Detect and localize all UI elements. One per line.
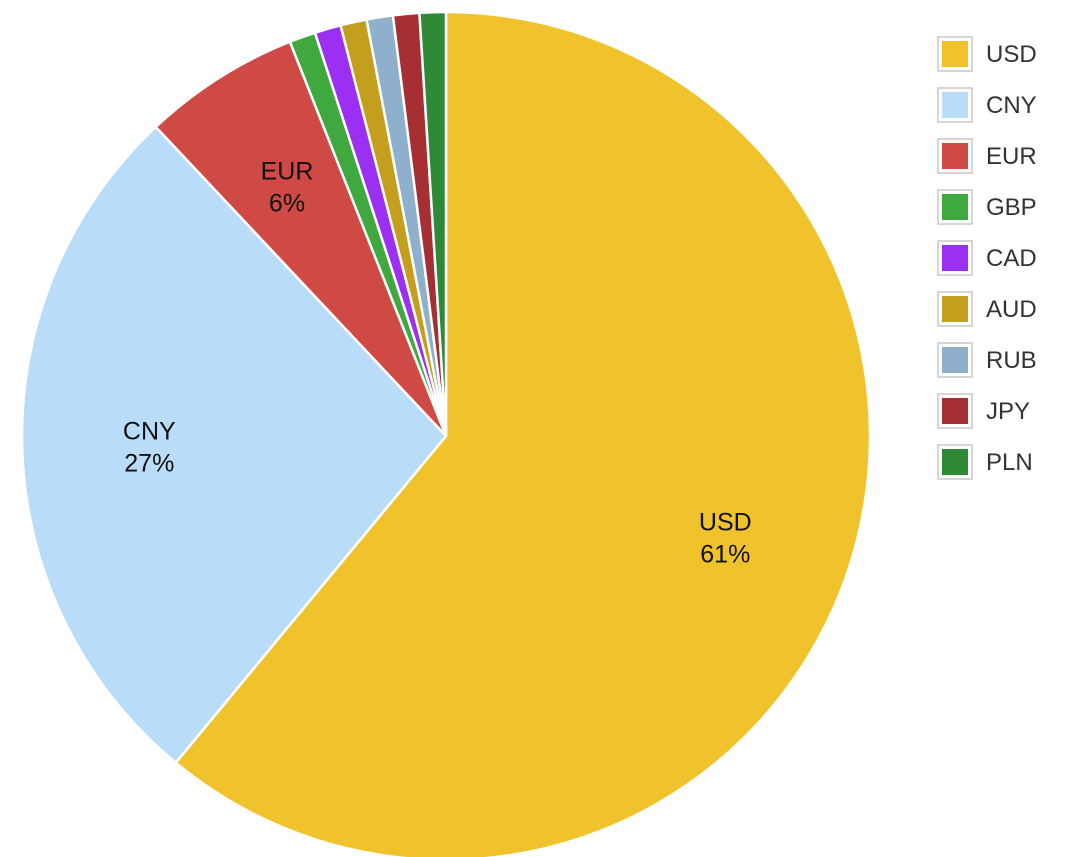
legend-swatch-eur: [942, 143, 968, 169]
legend-swatch-gbp: [942, 194, 968, 220]
legend-item-gbp[interactable]: GBP: [937, 189, 1037, 225]
pie-slice-eur[interactable]: [154, 40, 448, 438]
legend-label-eur: EUR: [986, 143, 1037, 170]
data-label-usd: USD 61%: [699, 509, 752, 569]
legend-item-rub[interactable]: RUB: [937, 342, 1037, 378]
legend-label-rub: RUB: [986, 347, 1037, 374]
pie-data-labels: USD 61% CNY 27% EUR 6%: [123, 157, 752, 568]
legend-label-pln: PLN: [986, 449, 1033, 476]
data-label-eur: EUR 6%: [261, 157, 314, 217]
data-label-cny: CNY 27%: [123, 417, 176, 477]
legend-label-cny: CNY: [986, 92, 1037, 119]
legend-label-jpy: JPY: [986, 398, 1030, 425]
legend-item-jpy[interactable]: JPY: [937, 393, 1030, 429]
legend-item-usd[interactable]: USD: [937, 36, 1037, 72]
legend-item-aud[interactable]: AUD: [937, 291, 1037, 327]
pie-slice-usd[interactable]: [174, 10, 872, 857]
legend-item-eur[interactable]: EUR: [937, 138, 1037, 174]
pie-slice-pln[interactable]: [418, 10, 448, 438]
legend-swatch-aud: [942, 296, 968, 322]
legend-swatch-cny: [942, 92, 968, 118]
legend-swatch-jpy: [942, 398, 968, 424]
legend-label-usd: USD: [986, 41, 1037, 68]
legend-item-pln[interactable]: PLN: [937, 444, 1033, 480]
legend-item-cad[interactable]: CAD: [937, 240, 1037, 276]
legend-swatch-pln: [942, 449, 968, 475]
legend-label-aud: AUD: [986, 296, 1037, 323]
pie-slices: [20, 10, 872, 857]
legend-item-cny[interactable]: CNY: [937, 87, 1037, 123]
legend-swatch-cad: [942, 245, 968, 271]
legend-swatch-usd: [942, 41, 968, 67]
legend-swatch-rub: [942, 347, 968, 373]
legend-label-gbp: GBP: [986, 194, 1037, 221]
legend: USD CNY EUR GBP CAD AUD RUB JPY PLN: [937, 36, 1037, 480]
legend-label-cad: CAD: [986, 245, 1037, 272]
pie-slice-cny[interactable]: [20, 125, 448, 764]
